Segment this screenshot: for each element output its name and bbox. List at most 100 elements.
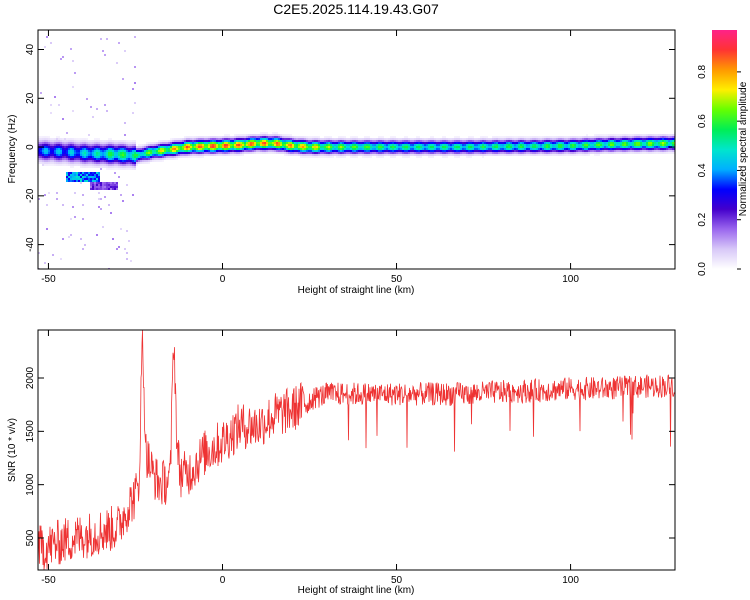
heatmap-cell	[90, 144, 92, 146]
heatmap-cell	[392, 150, 394, 152]
heatmap-cell	[274, 132, 276, 134]
heatmap-cell	[434, 138, 436, 140]
heatmap-cell	[506, 154, 508, 156]
heatmap-cell	[640, 134, 642, 136]
heatmap-cell	[360, 146, 362, 148]
heatmap-cell	[388, 152, 390, 154]
heatmap-cell	[258, 138, 260, 140]
heatmap-cell	[46, 150, 48, 152]
heatmap-cell	[364, 148, 366, 150]
heatmap-cell	[524, 152, 526, 154]
heatmap-cell	[226, 144, 228, 146]
heatmap-cell	[96, 154, 98, 156]
heatmap-cell	[84, 138, 86, 140]
heatmap-cell	[52, 142, 54, 144]
heatmap-cell	[242, 152, 244, 154]
heatmap-cell	[128, 158, 130, 160]
heatmap-cell	[52, 150, 54, 152]
heatmap-cell	[282, 144, 284, 146]
heatmap-cell	[90, 164, 92, 166]
heatmap-cell	[368, 154, 370, 156]
heatmap-cell	[104, 196, 106, 198]
heatmap-cell	[58, 156, 60, 158]
heatmap-cell	[654, 136, 656, 138]
heatmap-cell	[656, 140, 658, 142]
heatmap-cell	[192, 156, 194, 158]
heatmap-cell	[636, 152, 638, 154]
heatmap-cell	[134, 82, 136, 84]
heatmap-cell	[178, 140, 180, 142]
heatmap-cell	[112, 158, 114, 160]
heatmap-cell	[218, 136, 220, 138]
heatmap-cell	[588, 148, 590, 150]
heatmap-cell	[158, 142, 160, 144]
heatmap-cell	[548, 140, 550, 142]
heatmap-cell	[344, 136, 346, 138]
heatmap-cell	[84, 244, 86, 246]
heatmap-cell	[98, 142, 100, 144]
heatmap-cell	[510, 152, 512, 154]
heatmap-cell	[596, 144, 598, 146]
heatmap-cell	[344, 138, 346, 140]
heatmap-cell	[352, 138, 354, 140]
heatmap-cell	[144, 160, 146, 162]
heatmap-cell	[416, 154, 418, 156]
heatmap-cell	[408, 152, 410, 154]
heatmap-cell	[238, 150, 240, 152]
heatmap-cell	[610, 134, 612, 136]
heatmap-cell	[354, 146, 356, 148]
heatmap-cell	[200, 140, 202, 142]
heatmap-cell	[340, 138, 342, 140]
heatmap-cell	[508, 144, 510, 146]
heatmap-cell	[130, 158, 132, 160]
heatmap-cell	[258, 142, 260, 144]
heatmap-cell	[134, 102, 136, 104]
heatmap-cell	[664, 152, 666, 154]
heatmap-cell	[520, 136, 522, 138]
heatmap-cell	[584, 136, 586, 138]
heatmap-cell	[356, 138, 358, 140]
heatmap-cell	[398, 138, 400, 140]
heatmap-cell	[148, 156, 150, 158]
heatmap-cell	[272, 134, 274, 136]
heatmap-cell	[90, 160, 92, 162]
heatmap-cell	[418, 150, 420, 152]
heatmap-cell	[334, 140, 336, 142]
heatmap-cell	[356, 152, 358, 154]
heatmap-cell	[78, 148, 80, 150]
heatmap-cell	[116, 162, 118, 164]
heatmap-cell	[198, 140, 200, 142]
heatmap-cell	[472, 154, 474, 156]
heatmap-cell	[366, 154, 368, 156]
heatmap-cell	[300, 150, 302, 152]
heatmap-cell	[430, 152, 432, 154]
heatmap-cell	[210, 154, 212, 156]
heatmap-cell	[280, 140, 282, 142]
heatmap-cell	[130, 168, 132, 170]
heatmap-cell	[290, 152, 292, 154]
heatmap-cell	[78, 150, 80, 152]
heatmap-cell	[166, 140, 168, 142]
heatmap-cell	[70, 180, 72, 182]
heatmap-cell	[406, 138, 408, 140]
heatmap-cell	[324, 136, 326, 138]
heatmap-cell	[606, 140, 608, 142]
heatmap-cell	[282, 134, 284, 136]
heatmap-cell	[428, 142, 430, 144]
heatmap-cell	[214, 140, 216, 142]
heatmap-cell	[588, 152, 590, 154]
heatmap-cell	[386, 146, 388, 148]
heatmap-cell	[452, 146, 454, 148]
heatmap-cell	[142, 150, 144, 152]
heatmap-cell	[540, 146, 542, 148]
heatmap-cell	[114, 164, 116, 166]
heatmap-cell	[666, 150, 668, 152]
heatmap-cell	[48, 146, 50, 148]
heatmap-cell	[338, 156, 340, 158]
heatmap-cell	[370, 148, 372, 150]
heatmap-cell	[628, 142, 630, 144]
heatmap-cell	[126, 152, 128, 154]
heatmap-cell	[168, 152, 170, 154]
heatmap-cell	[318, 140, 320, 142]
heatmap-cell	[432, 146, 434, 148]
